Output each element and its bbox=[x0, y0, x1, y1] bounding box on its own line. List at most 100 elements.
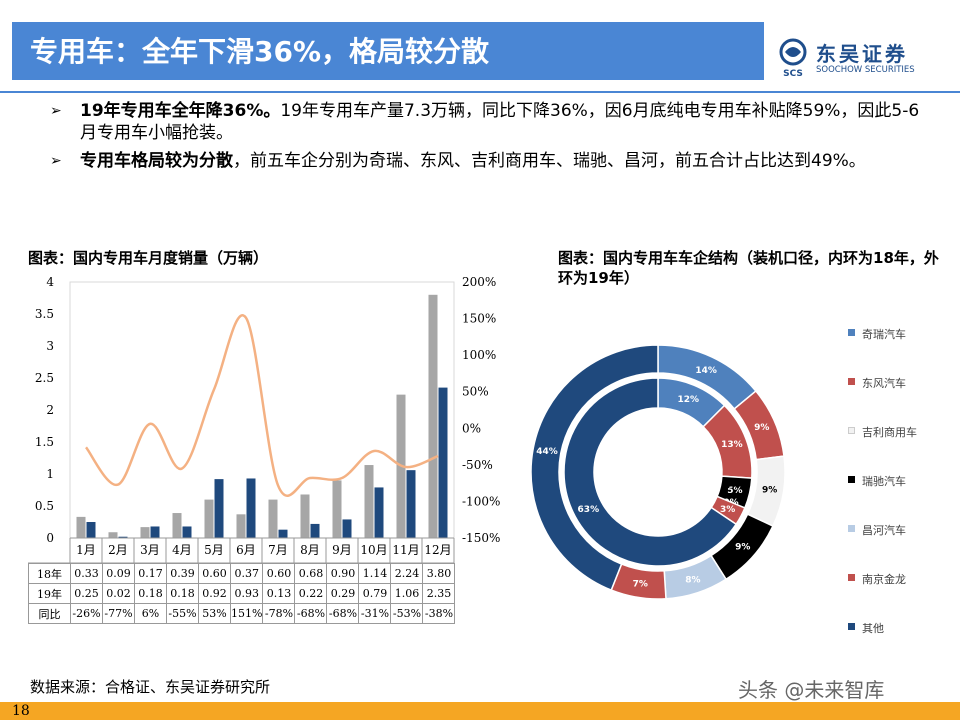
maker-structure-donut: 14%9%9%9%8%7%44%12%13%5%0%3%63%4% bbox=[530, 344, 786, 600]
x-tick-label: 3月 bbox=[140, 543, 160, 557]
bullet-bold: 19年专用车全年降36%。 bbox=[80, 101, 281, 121]
legend-label: 东风汽车 bbox=[862, 377, 906, 390]
y-tick-label: 0.5 bbox=[35, 499, 54, 513]
left-chart-title: 图表：国内专用车月度销量（万辆） bbox=[28, 249, 269, 267]
table-cell: 0.33 bbox=[70, 563, 103, 584]
legend-label: 南京金龙 bbox=[862, 573, 906, 586]
x-tick-label: 2月 bbox=[108, 543, 128, 557]
plot-area bbox=[69, 281, 455, 539]
x-tick-label: 12月 bbox=[424, 543, 451, 557]
table-cell: 0.60 bbox=[262, 563, 296, 584]
bar-19 bbox=[438, 387, 448, 538]
y-tick-label: 2.5 bbox=[35, 371, 54, 385]
table-cell: 0.90 bbox=[326, 563, 360, 584]
y-tick-label: 1.5 bbox=[35, 435, 54, 449]
bar-18 bbox=[76, 516, 86, 538]
table-cell: -55% bbox=[166, 603, 199, 624]
outer-ring-label: 8% bbox=[685, 575, 700, 585]
table-cell: 0.39 bbox=[166, 563, 199, 584]
y-tick-label: 3 bbox=[46, 339, 54, 353]
bar-19 bbox=[374, 487, 384, 538]
y2-tick-label: 50% bbox=[462, 385, 489, 399]
bar-18 bbox=[108, 532, 118, 538]
data-table: 18年 0.33 0.09 0.17 0.39 0.60 0.37 0.60 0… bbox=[28, 563, 456, 624]
outer-ring-label: 9% bbox=[754, 423, 769, 433]
table-cell: -77% bbox=[102, 603, 135, 624]
y2-tick-label: 100% bbox=[462, 348, 496, 362]
legend-swatch bbox=[848, 476, 855, 483]
bullet-bold: 专用车格局较为分散 bbox=[80, 151, 233, 171]
table-row: 19年 0.25 0.02 0.18 0.18 0.92 0.93 0.13 0… bbox=[28, 583, 456, 604]
bar-19 bbox=[406, 470, 416, 538]
legend-swatch bbox=[848, 525, 855, 532]
outer-ring-label: 14% bbox=[695, 366, 717, 376]
y2-tick-label: -150% bbox=[462, 531, 500, 545]
bar-19 bbox=[310, 523, 320, 538]
summary-bullets: ➢ 19年专用车全年降36%。19年专用车产量7.3万辆，同比下降36%，因6月… bbox=[50, 100, 930, 178]
y-tick-label: 4 bbox=[46, 275, 54, 289]
x-tick-label: 1月 bbox=[76, 543, 96, 557]
logo-name-en: SOOCHOW SECURITIES bbox=[816, 65, 915, 75]
table-cell: 0.37 bbox=[229, 563, 264, 584]
header-bar: 专用车：全年下滑36%，格局较分散 bbox=[12, 22, 764, 80]
table-cell: 2.24 bbox=[390, 563, 424, 584]
table-cell: 2.35 bbox=[422, 583, 456, 604]
y2-tick-label: -100% bbox=[462, 494, 500, 508]
monthly-sales-chart: 0 0.5 1 1.5 2 2.5 3 3.5 4 -150% -100% -50% 0% 50% 100%… bbox=[28, 275, 500, 564]
inner-ring-label: 5% bbox=[727, 486, 742, 496]
outer-ring-label: 44% bbox=[536, 447, 558, 457]
table-cell: -53% bbox=[390, 603, 424, 624]
inner-ring-label: 12% bbox=[677, 395, 699, 405]
inner-ring-label: 63% bbox=[578, 505, 600, 515]
inner-ring-label: 13% bbox=[721, 440, 743, 450]
row-header: 18年 bbox=[28, 563, 71, 584]
table-cell: 1.14 bbox=[358, 563, 392, 584]
company-logo: SCS 东吴证券 SOOCHOW SECURITIES bbox=[776, 38, 946, 82]
table-cell: -38% bbox=[422, 603, 456, 624]
legend-label: 瑞驰汽车 bbox=[862, 475, 906, 488]
outer-ring-label: 9% bbox=[762, 486, 777, 496]
x-tick-label: 8月 bbox=[300, 543, 320, 557]
table-cell: 0.02 bbox=[102, 583, 135, 604]
bullet-text: ，前五车企分别为奇瑞、东风、吉利商用车、瑞驰、昌河，前五合计占比达到49%。 bbox=[233, 151, 866, 171]
table-cell: 0.79 bbox=[358, 583, 392, 604]
table-cell: 0.17 bbox=[134, 563, 167, 584]
bar-18 bbox=[268, 499, 278, 538]
table-cell: 0.29 bbox=[326, 583, 360, 604]
bar-19 bbox=[278, 529, 288, 538]
y-tick-label: 2 bbox=[46, 403, 54, 417]
table-cell: 3.80 bbox=[422, 563, 456, 584]
inner-ring-slice bbox=[563, 377, 738, 567]
legend-swatch bbox=[848, 378, 855, 385]
row-header: 同比 bbox=[28, 603, 71, 624]
legend-label: 吉利商用车 bbox=[862, 426, 917, 439]
table-cell: 0.92 bbox=[198, 583, 231, 604]
bar-19 bbox=[214, 479, 224, 538]
table-cell: 53% bbox=[198, 603, 231, 624]
bar-18 bbox=[204, 499, 214, 538]
x-tick-label: 5月 bbox=[204, 543, 224, 557]
extra-slice-label: 4% bbox=[724, 481, 739, 491]
bar-18 bbox=[172, 513, 182, 538]
legend-label: 昌河汽车 bbox=[862, 524, 906, 537]
y-tick-label: 1 bbox=[46, 467, 54, 481]
bar-19 bbox=[86, 522, 96, 538]
legend-swatch bbox=[848, 329, 855, 336]
bar-19 bbox=[150, 526, 160, 538]
bar-19 bbox=[342, 519, 352, 538]
x-tick-label: 6月 bbox=[236, 543, 256, 557]
table-cell: -26% bbox=[70, 603, 103, 624]
legend-swatch bbox=[848, 574, 855, 581]
x-tick-label: 7月 bbox=[268, 543, 288, 557]
outer-ring-slice bbox=[530, 344, 659, 592]
bullet-item: ➢ 19年专用车全年降36%。19年专用车产量7.3万辆，同比下降36%，因6月… bbox=[50, 100, 930, 144]
table-cell: 0.22 bbox=[294, 583, 328, 604]
y-tick-label: 0 bbox=[46, 531, 54, 545]
legend-swatch bbox=[848, 427, 855, 434]
y2-tick-label: -50% bbox=[462, 458, 493, 472]
legend-swatch bbox=[848, 623, 855, 630]
arrow-bullet-icon: ➢ bbox=[50, 103, 62, 119]
right-chart-title: 图表：国内专用车车企结构（装机口径，内环为18年，外环为19年） bbox=[558, 249, 939, 287]
outer-ring-label: 9% bbox=[735, 543, 750, 553]
table-row: 18年 0.33 0.09 0.17 0.39 0.60 0.37 0.60 0… bbox=[28, 563, 456, 584]
